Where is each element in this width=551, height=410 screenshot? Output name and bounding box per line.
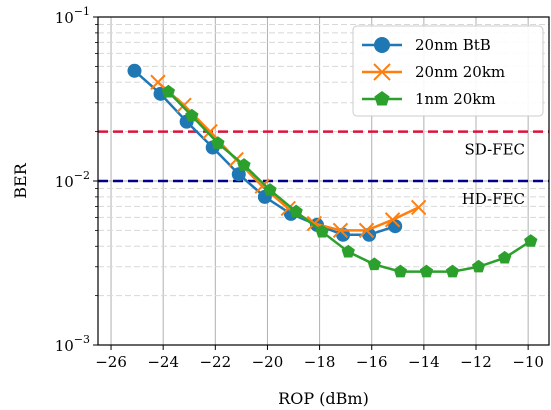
x-tick-label: −12 [460,353,492,371]
legend-box [352,25,544,117]
data-point [471,259,486,273]
x-tick-label: −16 [356,353,388,371]
data-point [410,199,427,216]
legend-label: 1nm 20km [415,90,496,108]
y-tick-base: 10 [55,173,74,191]
data-point [445,264,460,278]
data-point [127,63,142,78]
data-point [393,264,408,278]
series-2 [161,84,538,278]
data-point [374,37,390,53]
x-axis-ticks: −26 −24 −22 −20 −18 −16 −14 −12 −10 [95,345,544,371]
y-tick-exponent: −1 [74,5,90,18]
legend: 20nm BtB 20nm 20km 1nm 20km [352,25,544,117]
data-point [524,234,538,247]
data-point [332,222,349,239]
data-point [358,222,375,239]
data-point [341,244,355,258]
y-tick-label: 10−2 [55,169,90,191]
y-tick-exponent: −2 [74,169,90,182]
legend-entry: 20nm BtB [362,36,491,54]
x-tick-label: −26 [95,353,127,371]
data-point [161,84,176,98]
x-tick-label: −24 [147,353,179,371]
y-tick-label: 10−3 [55,333,90,355]
data-point [388,219,403,234]
y-axis-ticks: 10−110−210−3 [55,5,98,355]
y-tick-exponent: −3 [74,333,90,346]
threshold-label: HD-FEC [462,190,525,208]
data-point [185,108,199,122]
threshold-lines [98,130,549,183]
data-point [176,97,192,113]
x-tick-label: −10 [512,353,544,371]
data-point [498,250,512,264]
legend-entry: 20nm 20km [362,63,505,81]
data-point [150,74,166,90]
x-tick-label: −20 [252,353,284,371]
x-tick-label: −18 [304,353,336,371]
data-series [127,63,538,278]
data-point [373,63,391,81]
x-axis-label: ROP (dBm) [278,389,369,408]
data-point [211,136,225,149]
data-point [367,257,381,271]
data-point [202,123,218,140]
data-point [374,91,390,106]
x-tick-label: −22 [199,353,231,371]
legend-entry: 1nm 20km [362,90,496,108]
y-tick-base: 10 [55,9,74,27]
legend-label: 20nm 20km [415,63,505,81]
data-point [419,264,434,278]
data-point [384,212,401,228]
data-point [237,158,251,171]
x-tick-label: −14 [408,353,440,371]
data-point [315,224,329,238]
data-point [263,183,277,196]
threshold-label: SD-FEC [465,141,525,159]
y-tick-label: 10−1 [55,5,90,27]
legend-label: 20nm BtB [415,36,491,54]
threshold-labels: SD-FEC HD-FEC [462,141,525,208]
y-tick-base: 10 [55,337,74,355]
data-point [289,204,303,218]
y-axis-label: BER [11,162,30,198]
